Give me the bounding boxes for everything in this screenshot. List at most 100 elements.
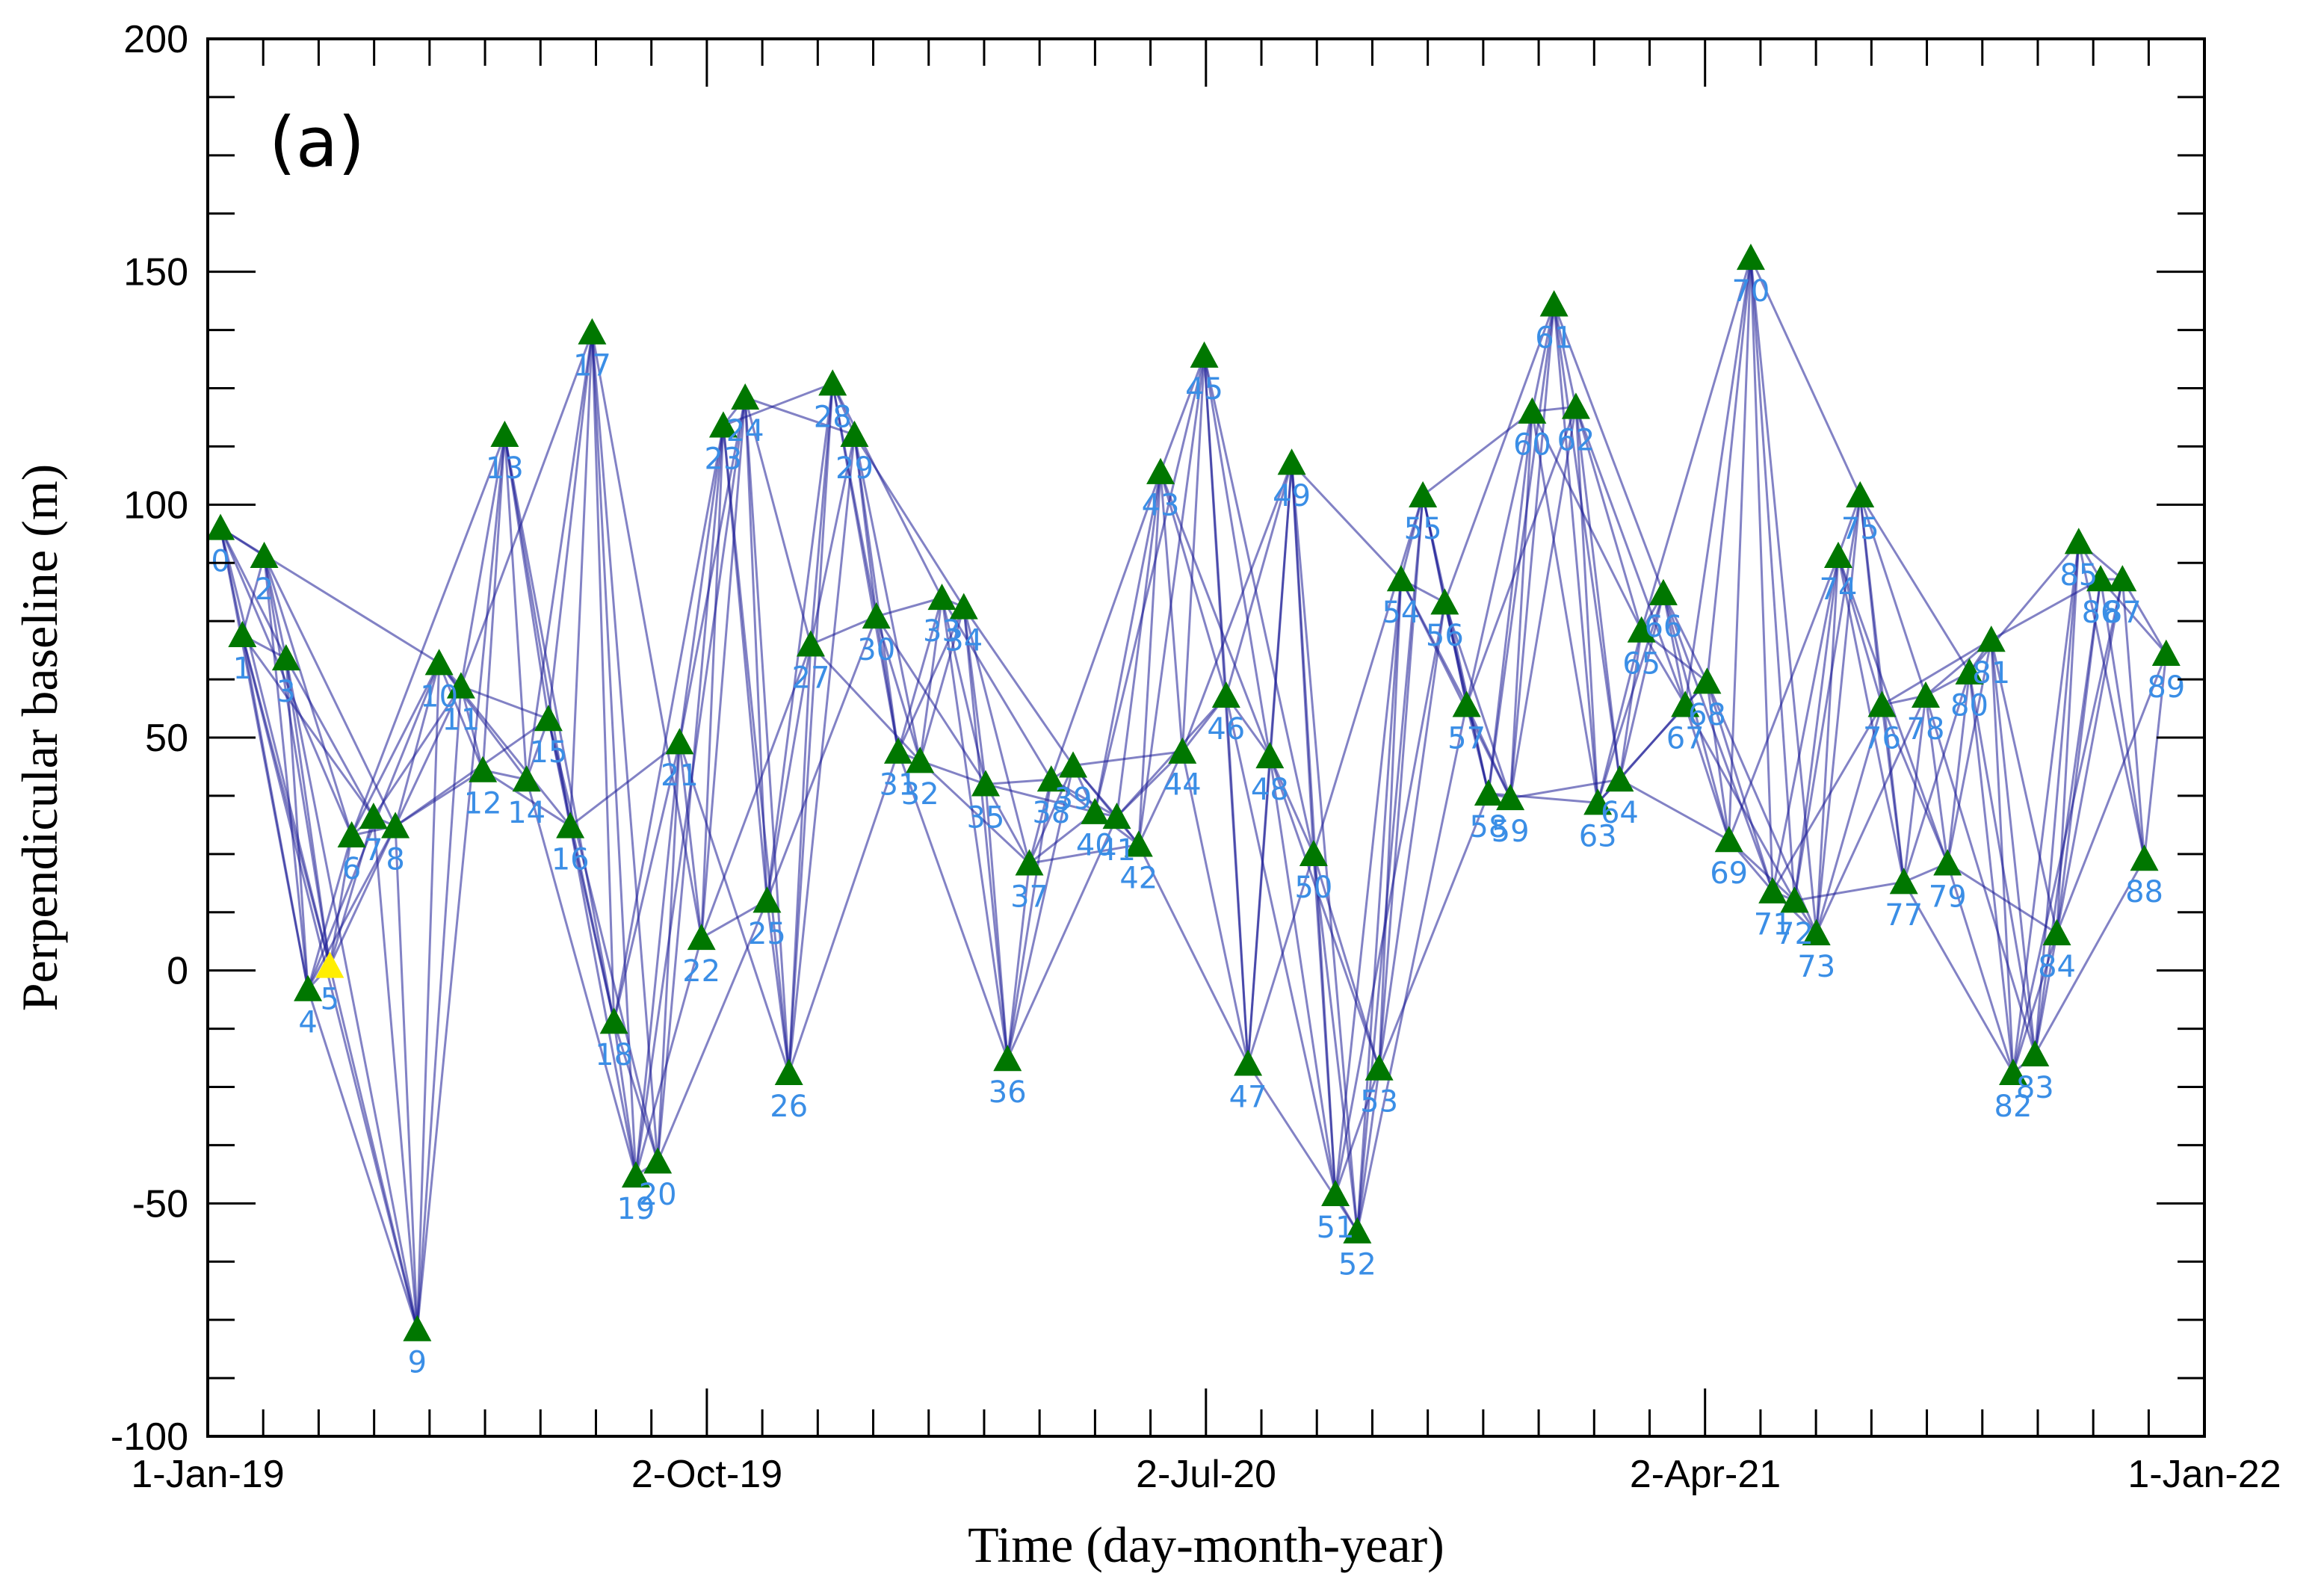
point-78	[1911, 681, 1940, 708]
x-tick-label: 2-Jul-20	[1136, 1453, 1276, 1496]
point-label-23: 23	[704, 442, 742, 476]
edge-18-19	[613, 1022, 637, 1176]
edge-48-50	[1268, 756, 1315, 855]
edge-46-51	[1225, 695, 1337, 1195]
point-52	[1343, 1217, 1372, 1243]
point-70	[1736, 243, 1765, 271]
point-label-8: 8	[386, 842, 404, 877]
edge-27-28	[809, 383, 834, 645]
point-14	[512, 765, 541, 792]
edge-6-10	[350, 662, 440, 836]
edge-12-13	[481, 434, 506, 770]
edge-24-29	[744, 396, 855, 436]
point-label-68: 68	[1688, 698, 1726, 732]
edge-22-24	[700, 397, 747, 939]
edge-59-64	[1509, 778, 1620, 800]
edge-18-21	[613, 741, 681, 1022]
edge-46-49	[1225, 462, 1294, 696]
point-label-69: 69	[1710, 856, 1748, 891]
point-84	[2042, 918, 2071, 945]
edge-33-38	[941, 597, 1053, 780]
edge-51-56	[1334, 602, 1446, 1195]
edge-16-19	[569, 826, 637, 1176]
edge-30-31	[875, 616, 900, 752]
point-21	[665, 728, 694, 755]
edge-15-20	[547, 718, 659, 1162]
edge-76-77	[1880, 705, 1906, 883]
point-89	[2151, 639, 2181, 666]
point-36	[993, 1045, 1022, 1072]
point-4	[294, 974, 323, 1001]
x-axis-title: Time (day-month-year)	[968, 1516, 1444, 1573]
edge-52-55	[1356, 495, 1424, 1232]
point-label-75: 75	[1841, 512, 1879, 546]
edge-4-8	[306, 825, 397, 990]
point-label-13: 13	[486, 451, 524, 486]
point-label-72: 72	[1776, 917, 1814, 951]
edge-60-65	[1531, 410, 1643, 631]
edge-59-60	[1509, 411, 1533, 799]
point-label-30: 30	[857, 633, 895, 667]
edge-39-44	[1072, 750, 1183, 767]
point-59	[1496, 784, 1525, 811]
edge-3-7	[285, 658, 375, 818]
edge-1-2	[241, 555, 266, 636]
edge-47-50	[1246, 853, 1315, 1064]
edge-43-46	[1159, 472, 1228, 696]
edge-65-70	[1640, 257, 1752, 631]
point-24	[731, 383, 760, 410]
point-label-50: 50	[1294, 871, 1332, 905]
edge-53-56	[1378, 602, 1446, 1069]
x-tick-label: 2-Oct-19	[631, 1453, 782, 1496]
point-86	[2086, 565, 2116, 592]
edge-16-21	[569, 741, 681, 827]
edge-50-51	[1312, 853, 1337, 1194]
point-label-1: 1	[233, 652, 252, 686]
point-20	[643, 1147, 673, 1174]
edge-46-47	[1225, 695, 1249, 1064]
point-22	[687, 924, 716, 951]
edge-9-13	[415, 434, 506, 1329]
point-label-63: 63	[1579, 819, 1617, 853]
edge-40-45	[1093, 355, 1206, 813]
edge-63-65	[1596, 630, 1643, 803]
edge-34-39	[962, 606, 1075, 767]
edge-25-26	[765, 900, 791, 1073]
edge-83-88	[2033, 858, 2145, 1055]
point-79	[1933, 849, 1962, 876]
point-33	[927, 584, 957, 611]
edge-81-82	[1990, 640, 2015, 1073]
point-58	[1474, 779, 1503, 806]
edge-75-80	[1858, 495, 1971, 673]
edge-32-35	[919, 759, 986, 785]
point-label-76: 76	[1863, 721, 1901, 756]
edge-1-7	[241, 634, 375, 818]
point-0	[206, 513, 235, 540]
point-49	[1277, 448, 1306, 475]
edge-24-27	[744, 397, 812, 645]
point-26	[774, 1058, 803, 1085]
point-label-79: 79	[1929, 880, 1967, 914]
point-label-14: 14	[507, 796, 546, 830]
point-label-46: 46	[1207, 712, 1245, 747]
point-83	[2021, 1039, 2050, 1067]
edge-52-53	[1356, 1068, 1381, 1232]
edge-37-42	[1029, 843, 1140, 865]
point-label-12: 12	[464, 787, 502, 821]
edge-17-20	[590, 332, 659, 1162]
edge-58-61	[1487, 304, 1556, 794]
edge-11-12	[460, 686, 484, 771]
edge-9-10	[415, 663, 441, 1329]
point-label-85: 85	[2059, 558, 2098, 593]
edge-84-86	[2056, 578, 2102, 933]
edge-11-17	[460, 332, 593, 687]
edge-30-32	[875, 616, 921, 761]
point-75	[1846, 481, 1875, 508]
point-47	[1234, 1049, 1263, 1076]
edge-20-25	[656, 900, 768, 1162]
point-45	[1190, 341, 1219, 368]
point-28	[818, 369, 847, 396]
edge-86-89	[2099, 578, 2167, 655]
edge-56-61	[1443, 303, 1556, 603]
